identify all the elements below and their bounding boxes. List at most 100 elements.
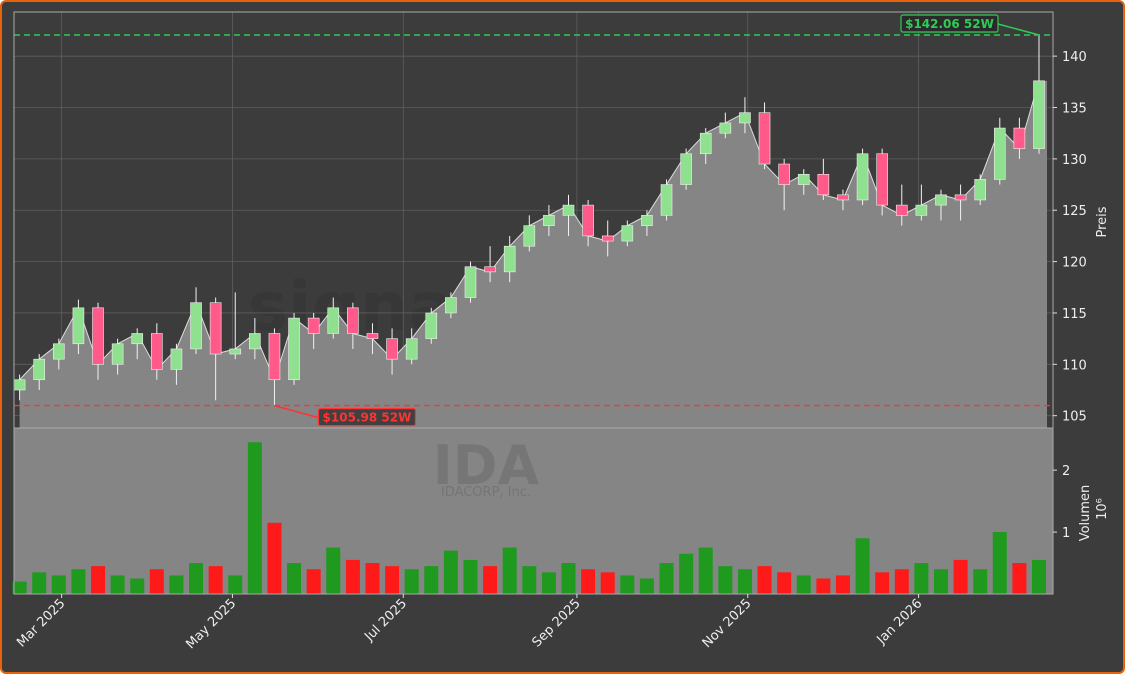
volume-bar: [326, 547, 341, 594]
candle-body: [327, 307, 340, 334]
volume-bar: [914, 563, 929, 594]
candle-body: [895, 204, 908, 216]
y-tick-label: 125: [1062, 204, 1087, 219]
volume-bar: [796, 575, 811, 594]
candle-body: [347, 307, 359, 334]
candle-body: [170, 348, 183, 370]
volume-bar: [718, 566, 733, 594]
volume-bar: [953, 559, 968, 594]
volume-bar: [835, 575, 850, 594]
x-tick-label: May 2025: [183, 596, 239, 652]
candle-body: [209, 302, 222, 355]
candle-body: [405, 338, 418, 360]
candle-body: [151, 333, 163, 370]
candle-body: [366, 333, 379, 339]
candle-body: [445, 297, 457, 314]
candle-body: [268, 333, 281, 381]
volume-bar: [32, 572, 47, 594]
volume-bar: [541, 572, 556, 594]
y-tick-label: 110: [1062, 358, 1087, 373]
annotation-label: $105.98 52W: [323, 411, 412, 425]
candle-body: [641, 215, 653, 226]
volume-bar: [189, 563, 204, 594]
volume-bar: [385, 566, 400, 594]
candle-body: [837, 194, 849, 201]
candle-body: [503, 245, 516, 273]
volume-tick-label: 1: [1062, 526, 1070, 541]
candle-body: [739, 112, 751, 124]
candle-body: [523, 225, 536, 247]
candle-body: [778, 163, 790, 185]
volume-bar: [365, 563, 380, 594]
y-tick-label: 130: [1062, 153, 1087, 168]
y-axis-label: Preis: [1095, 206, 1110, 237]
volume-frame: [13, 427, 1054, 595]
candle-body: [935, 194, 947, 206]
volume-bar: [973, 569, 988, 594]
candle-body: [680, 153, 692, 185]
candle-body: [719, 122, 732, 134]
volume-bar: [600, 572, 615, 594]
y-tick-label: 120: [1062, 256, 1087, 271]
candle-body: [288, 317, 300, 381]
volume-axis-label: Volumen: [1078, 485, 1093, 542]
candle-body: [954, 194, 967, 201]
candle-body: [699, 132, 712, 155]
candle-body: [249, 333, 261, 350]
candle-body: [111, 343, 124, 365]
candle-body: [464, 266, 477, 298]
volume-bar: [875, 572, 890, 594]
candle-body: [876, 153, 888, 206]
volume-bar: [443, 550, 458, 594]
volume-bar: [639, 578, 654, 594]
candle-body: [1033, 80, 1045, 149]
volume-bar: [894, 569, 909, 594]
candle-body: [543, 215, 555, 226]
volume-bar: [933, 569, 948, 594]
candle-body: [601, 235, 614, 242]
y-tick-label: 140: [1062, 50, 1087, 65]
candle-body: [1013, 127, 1026, 149]
candle-body: [582, 204, 594, 237]
annotation-label: $142.06 52W: [905, 17, 994, 31]
candle-body: [621, 225, 634, 242]
volume-bar: [561, 563, 576, 594]
x-tick-label: Sep 2025: [529, 596, 583, 650]
volume-bar: [757, 566, 772, 594]
x-tick-label: Mar 2025: [14, 596, 68, 650]
volume-bar: [149, 569, 164, 594]
volume-bar: [424, 566, 439, 594]
y-tick-label: 115: [1062, 307, 1087, 322]
volume-bar: [483, 566, 498, 594]
candle-body: [307, 317, 320, 334]
volume-bar: [404, 569, 419, 594]
volume-bar: [1031, 559, 1046, 594]
x-tick-label: Jan 2026: [874, 596, 926, 648]
candle-body: [53, 343, 65, 360]
volume-bar: [659, 563, 674, 594]
volume-bar: [679, 553, 694, 594]
volume-bar: [91, 566, 106, 594]
y-tick-label: 135: [1062, 102, 1087, 117]
candle-body: [562, 204, 575, 216]
annotation-arrow: [274, 404, 319, 419]
candle-body: [92, 307, 104, 365]
volume-bar: [620, 575, 635, 594]
volume-bar: [267, 522, 282, 594]
candle-body: [425, 312, 438, 339]
candle-body: [974, 179, 986, 201]
volume-bar: [130, 578, 145, 594]
volume-bar: [502, 547, 517, 594]
volume-bar: [208, 566, 223, 594]
candle-body: [817, 173, 830, 196]
company-watermark: IDACORP, Inc.: [441, 485, 531, 500]
ticker-watermark: IDA: [433, 434, 540, 497]
volume-bar: [287, 563, 302, 594]
candle-body: [33, 358, 46, 381]
candle-body: [797, 173, 810, 185]
candle-body: [131, 333, 144, 345]
volume-bar: [522, 566, 537, 594]
volume-bar: [992, 532, 1007, 594]
volume-bar: [71, 569, 86, 594]
